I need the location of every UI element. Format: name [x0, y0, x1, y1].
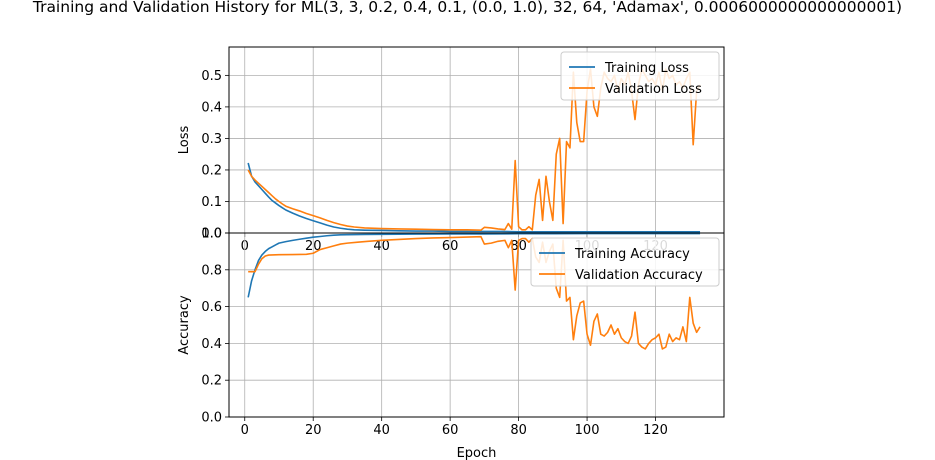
x-axis-label: Epoch [457, 446, 497, 460]
y-tick-label: 0.2 [201, 374, 222, 389]
series-line-training-accuracy [247, 232, 701, 298]
accuracy-panel: 0 20 40 60 80 100 120 0.0 0.2 0.4 0.6 0.8 1.0 Accurac… [177, 227, 725, 460]
legend-label: Validation Accuracy [575, 268, 703, 283]
x-tick-label: 80 [510, 423, 527, 438]
y-tick-label: 0.6 [201, 300, 222, 315]
x-tick-label: 0 [241, 423, 249, 438]
x-tick-label: 40 [373, 423, 390, 438]
x-tick-label: 120 [643, 423, 668, 438]
legend: Training Loss Validation Loss [560, 51, 720, 101]
figure-title: Training and Validation History for ML(3… [32, 0, 902, 16]
y-tick-label: 0.3 [201, 132, 222, 147]
y-axis-label: Accuracy [177, 295, 192, 355]
legend: Training Accuracy Validation Accuracy [530, 237, 720, 287]
x-tick-label: 20 [305, 423, 322, 438]
series-line-training-loss [247, 162, 701, 233]
y-tick-label: 0.0 [201, 227, 222, 242]
y-tick-label: 0.8 [201, 263, 222, 278]
y-axis-label: Loss [177, 126, 192, 155]
y-tick-label: 0.2 [201, 163, 222, 178]
loss-panel: 0204060801001200.00.10.20.30.40.5LossTra… [177, 46, 725, 254]
legend-label: Training Accuracy [574, 247, 690, 262]
y-tick-label: 1.0 [201, 227, 222, 242]
legend-box [530, 237, 720, 287]
x-tick-label: 60 [442, 423, 459, 438]
legend-label: Training Loss [604, 61, 689, 76]
legend-label: Validation Loss [605, 82, 702, 97]
x-tick-label: 100 [575, 423, 600, 438]
y-tick-label: 0.4 [201, 337, 222, 352]
y-tick-label: 0.5 [201, 69, 222, 84]
y-tick-label: 0.0 [201, 411, 222, 426]
y-tick-label: 0.4 [201, 100, 222, 115]
legend-box [560, 51, 720, 101]
axes-frame [228, 232, 725, 418]
y-tick-label: 0.1 [201, 195, 222, 210]
